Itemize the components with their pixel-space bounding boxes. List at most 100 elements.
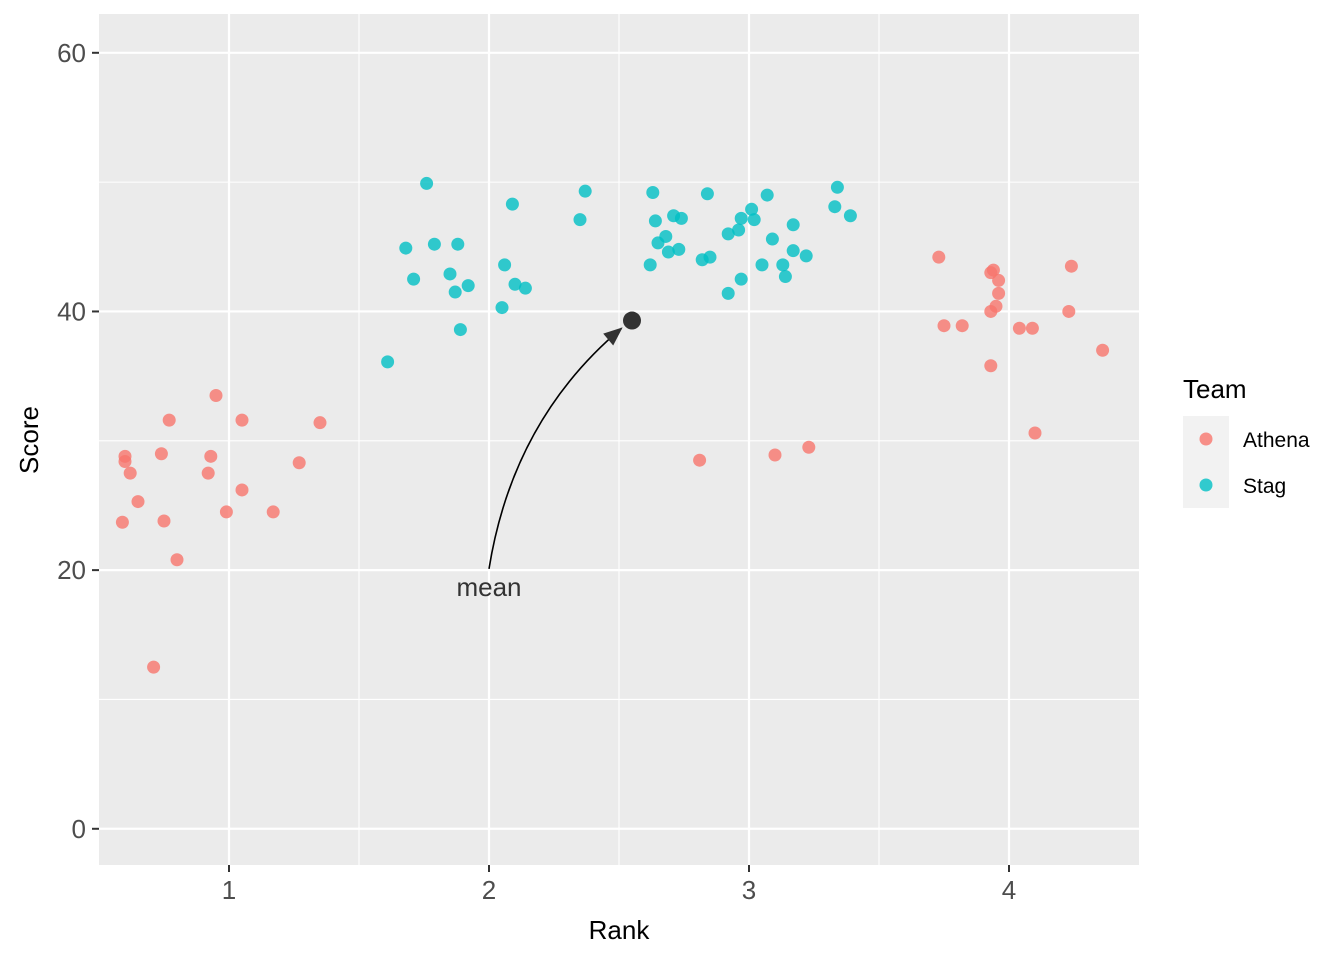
point-stag — [505, 197, 519, 211]
point-stag — [760, 188, 774, 202]
point-stag — [745, 202, 759, 216]
point-stag — [573, 213, 587, 227]
point-stag — [643, 258, 657, 272]
point-athena — [162, 413, 176, 427]
point-athena — [157, 514, 171, 528]
y-tick-label: 60 — [57, 38, 86, 68]
point-stag — [672, 242, 686, 256]
point-athena — [1012, 321, 1026, 335]
point-stag — [420, 176, 434, 190]
point-stag — [508, 277, 522, 291]
point-stag — [427, 237, 441, 251]
point-athena — [266, 505, 280, 519]
point-stag — [830, 180, 844, 194]
point-athena — [932, 250, 946, 264]
point-athena — [768, 448, 782, 462]
point-stag — [786, 218, 800, 232]
point-stag — [843, 209, 857, 223]
point-stag — [828, 200, 842, 214]
legend-swatch-athena — [1199, 432, 1213, 446]
point-stag — [495, 301, 509, 315]
x-tick-label: 4 — [1002, 875, 1016, 905]
point-athena — [147, 660, 161, 674]
point-athena — [693, 453, 707, 467]
point-athena — [955, 319, 969, 333]
point-athena — [209, 389, 223, 403]
point-stag — [453, 323, 467, 337]
point-stag — [734, 211, 748, 225]
point-stag — [648, 214, 662, 228]
point-athena — [201, 466, 215, 480]
point-athena — [115, 515, 129, 529]
point-athena — [292, 456, 306, 470]
point-athena — [937, 319, 951, 333]
point-stag — [765, 232, 779, 246]
legend-label-athena: Athena — [1243, 429, 1310, 452]
point-athena — [131, 495, 145, 509]
point-stag — [443, 267, 457, 281]
point-athena — [235, 483, 249, 497]
point-stag — [451, 237, 465, 251]
x-tick-label: 2 — [482, 875, 496, 905]
point-stag — [755, 258, 769, 272]
annotation-arrowhead — [603, 327, 623, 346]
point-stag — [732, 223, 746, 237]
point-stag — [776, 258, 790, 272]
point-stag — [399, 241, 413, 255]
point-athena — [313, 416, 327, 430]
point-athena — [1025, 321, 1039, 335]
point-stag — [786, 244, 800, 258]
grid-major — [99, 14, 1139, 865]
point-athena — [204, 449, 218, 463]
point-stag — [381, 355, 395, 369]
point-stag — [659, 229, 673, 243]
annotation: mean — [456, 311, 641, 602]
point-athena — [123, 466, 137, 480]
point-stag — [674, 211, 688, 225]
point-athena — [986, 263, 1000, 277]
point-stag — [461, 279, 475, 293]
point-stag — [498, 258, 512, 272]
data-points — [115, 176, 1110, 674]
legend-swatch-stag — [1199, 478, 1213, 492]
point-stag — [799, 249, 813, 263]
point-athena — [154, 447, 168, 461]
point-stag — [448, 285, 462, 299]
point-athena — [1062, 304, 1076, 318]
point-stag — [778, 270, 792, 284]
point-stag — [661, 245, 675, 259]
point-athena — [992, 286, 1006, 300]
point-stag — [518, 281, 532, 295]
point-athena — [984, 359, 998, 373]
legend-label-stag: Stag — [1243, 475, 1286, 498]
point-stag — [721, 227, 735, 241]
y-tick-label: 40 — [57, 296, 86, 326]
point-stag — [747, 213, 761, 227]
point-stag — [703, 250, 717, 264]
point-athena — [992, 273, 1006, 287]
point-stag — [578, 184, 592, 198]
point-athena — [118, 449, 132, 463]
mean-point — [623, 311, 641, 330]
x-axis-title: Rank — [589, 915, 651, 945]
point-athena — [1028, 426, 1042, 440]
point-stag — [700, 187, 714, 201]
point-stag — [721, 286, 735, 300]
legend-title: Team — [1183, 374, 1247, 404]
point-athena — [170, 553, 184, 567]
point-athena — [1096, 343, 1110, 357]
y-tick-label: 0 — [72, 814, 86, 844]
x-tick-label: 3 — [742, 875, 756, 905]
y-tick-label: 20 — [57, 555, 86, 585]
point-stag — [407, 272, 421, 286]
legend: Team Athena Stag — [1183, 374, 1310, 508]
point-athena — [235, 413, 249, 427]
y-axis-title: Score — [14, 406, 44, 474]
point-stag — [734, 272, 748, 286]
annotation-arrow — [488, 327, 623, 569]
grid-minor — [99, 14, 1139, 865]
x-tick-label: 1 — [222, 875, 236, 905]
point-athena — [219, 505, 233, 519]
